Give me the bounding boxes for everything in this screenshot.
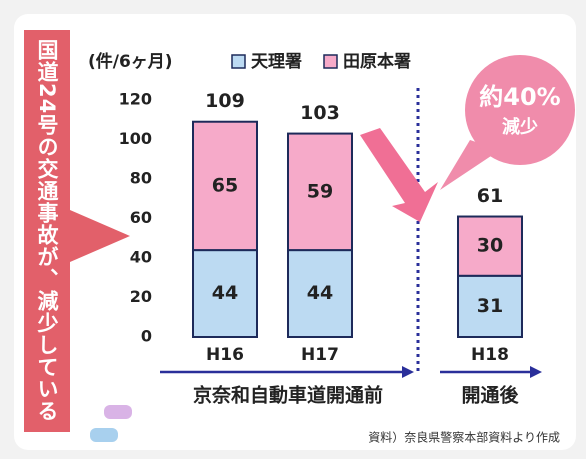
legend-swatch bbox=[232, 55, 245, 68]
total-label: 61 bbox=[477, 185, 503, 207]
car-icon bbox=[104, 405, 132, 419]
chart: 約40% 減少 (件/6ヶ月) 京奈和自動車道開通前 開通後 資料）奈良県警察本… bbox=[0, 0, 586, 459]
y-tick-label: 80 bbox=[130, 169, 152, 188]
banner: 国道24号の交通事故が、減少している bbox=[24, 30, 70, 432]
y-tick-label: 120 bbox=[119, 90, 152, 109]
callout-text: 約40% bbox=[479, 83, 560, 111]
total-label: 103 bbox=[300, 102, 340, 124]
source: 資料）奈良県警察本部資料より作成 bbox=[368, 430, 560, 445]
period-label: 京奈和自動車道開通前 bbox=[193, 384, 383, 407]
value-label: 59 bbox=[307, 180, 333, 202]
y-tick-label: 60 bbox=[130, 208, 152, 227]
y-tick-label: 40 bbox=[130, 248, 152, 267]
legend-label: 天理署 bbox=[251, 52, 302, 72]
x-tick-label: H17 bbox=[301, 345, 339, 365]
x-tick-label: H16 bbox=[206, 345, 244, 365]
callout-text: 減少 bbox=[502, 116, 538, 138]
x-tick-label: H18 bbox=[471, 345, 509, 365]
car-icon bbox=[90, 428, 118, 442]
value-label: 31 bbox=[477, 295, 503, 317]
y-tick-label: 0 bbox=[141, 327, 152, 346]
total-label: 109 bbox=[205, 90, 245, 112]
value-label: 30 bbox=[477, 235, 503, 257]
infographic: 約40% 減少 (件/6ヶ月) 京奈和自動車道開通前 開通後 資料）奈良県警察本… bbox=[0, 0, 586, 459]
unit-label: (件/6ヶ月) bbox=[88, 51, 173, 72]
period-label: 開通後 bbox=[461, 384, 519, 407]
y-tick-label: 100 bbox=[119, 129, 152, 148]
value-label: 44 bbox=[307, 282, 333, 304]
legend-swatch bbox=[324, 55, 337, 68]
value-label: 44 bbox=[212, 282, 238, 304]
value-label: 65 bbox=[212, 174, 238, 196]
legend-label: 田原本署 bbox=[343, 51, 411, 72]
y-tick-label: 20 bbox=[130, 287, 152, 306]
